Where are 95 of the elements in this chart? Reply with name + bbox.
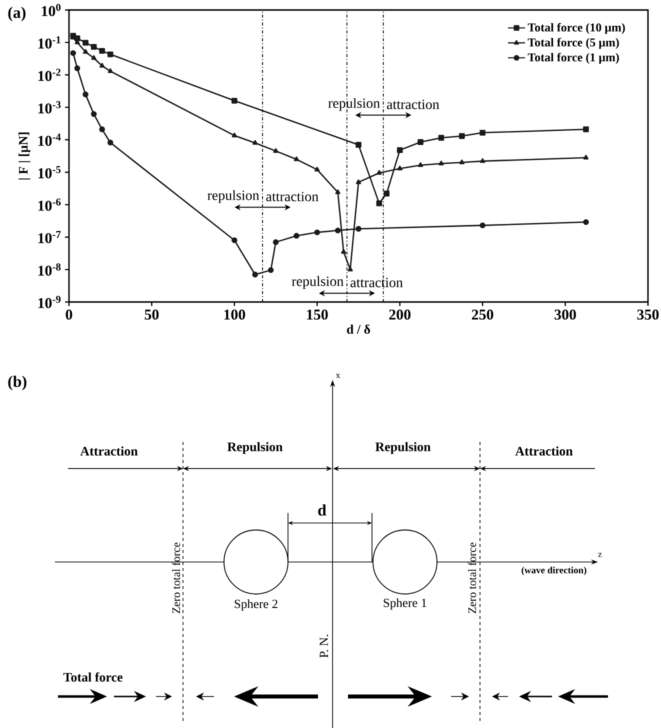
point <box>376 200 382 206</box>
y-tick-label: 10$^{-9}$ <box>38 296 61 308</box>
text: (wave direction) <box>522 566 586 576</box>
point <box>458 133 465 139</box>
point <box>356 179 362 184</box>
point <box>108 68 113 73</box>
y-tick-label: 10$^{-6}$ <box>38 198 61 211</box>
y-tick-label: 10$^{-4}$ <box>38 134 61 146</box>
point <box>348 266 353 272</box>
point <box>252 140 258 145</box>
legend-label: Total force (1 μm) <box>528 52 619 64</box>
text: Total force <box>63 672 122 682</box>
text: Sphere 2 <box>234 599 278 611</box>
annotation: attraction <box>386 100 440 110</box>
y-tick-label: 10$^{-5}$ <box>38 166 61 178</box>
text: Zero total force <box>468 542 476 614</box>
point <box>334 228 341 234</box>
point <box>70 50 76 56</box>
point <box>397 166 402 170</box>
point <box>99 48 105 54</box>
chart-title: (a) <box>8 6 26 22</box>
x-tick-label: 100 <box>224 310 246 320</box>
text: Attraction <box>80 446 138 456</box>
annotation: repulsion <box>292 276 344 289</box>
legend-label: Total force (5 μm) <box>528 38 619 49</box>
text: d <box>318 504 326 516</box>
point <box>583 219 589 226</box>
point <box>99 62 105 68</box>
text: (b) <box>8 376 26 390</box>
point <box>314 166 320 172</box>
point <box>82 92 88 98</box>
point <box>107 51 114 58</box>
point <box>74 65 80 72</box>
point <box>335 189 340 194</box>
point <box>314 229 320 236</box>
text: x <box>336 374 340 378</box>
annotation: attraction <box>266 192 318 202</box>
text: Repulsion <box>375 442 431 454</box>
point <box>418 139 424 145</box>
x-tick-label: 150 <box>307 310 328 320</box>
point <box>341 249 346 254</box>
text: z <box>598 552 602 558</box>
y-tick-label: 10$^{-1}$ <box>38 36 60 49</box>
x-tick-label: 250 <box>472 310 494 320</box>
point <box>480 222 486 228</box>
point <box>90 44 97 50</box>
point <box>480 130 486 136</box>
y-axis-title: | F | [μN] <box>18 132 30 180</box>
x-tick-label: 300 <box>554 310 576 320</box>
point <box>232 237 238 244</box>
point <box>376 170 382 175</box>
point <box>82 40 88 46</box>
point <box>356 142 362 148</box>
text: Repulsion <box>227 442 283 454</box>
point <box>272 239 279 246</box>
point <box>232 98 238 104</box>
point <box>384 190 390 196</box>
point <box>356 226 362 232</box>
point <box>268 267 274 274</box>
point <box>583 126 589 132</box>
annotation: attraction <box>350 278 403 288</box>
text: P. N. <box>320 634 328 658</box>
x-axis-title: d / δ <box>346 324 370 334</box>
point <box>438 134 444 141</box>
point <box>273 148 278 153</box>
point <box>480 158 486 163</box>
point <box>99 126 105 132</box>
x-tick-label: 350 <box>637 310 659 320</box>
point <box>294 232 300 239</box>
legend-label: Total force (10 μm) <box>528 22 625 34</box>
point <box>252 272 258 278</box>
point <box>396 147 403 154</box>
y-tick-label: 10$^{-3}$ <box>38 101 61 114</box>
y-tick-label: 10$^{-7}$ <box>38 230 61 244</box>
x-tick-label: 200 <box>389 310 411 320</box>
x-tick-label: 0 <box>66 310 72 320</box>
point <box>294 156 300 162</box>
y-tick-label: 10$^{-8}$ <box>38 263 61 276</box>
point <box>418 162 424 167</box>
point <box>438 160 444 166</box>
y-tick-label: 10$^{-2}$ <box>38 68 61 82</box>
point <box>82 49 88 54</box>
x-tick-label: 50 <box>144 310 159 320</box>
text: Attraction <box>515 446 573 456</box>
point <box>583 154 589 160</box>
point <box>90 111 97 117</box>
text: Zero total force <box>172 542 180 614</box>
point <box>91 55 96 60</box>
annotation: repulsion <box>208 190 260 203</box>
y-tick-label: 10$^{0}$ <box>42 4 61 16</box>
point <box>107 140 114 146</box>
text: Sphere 1 <box>384 598 426 610</box>
annotation: repulsion <box>328 98 380 111</box>
point <box>232 132 238 138</box>
point <box>459 160 464 164</box>
